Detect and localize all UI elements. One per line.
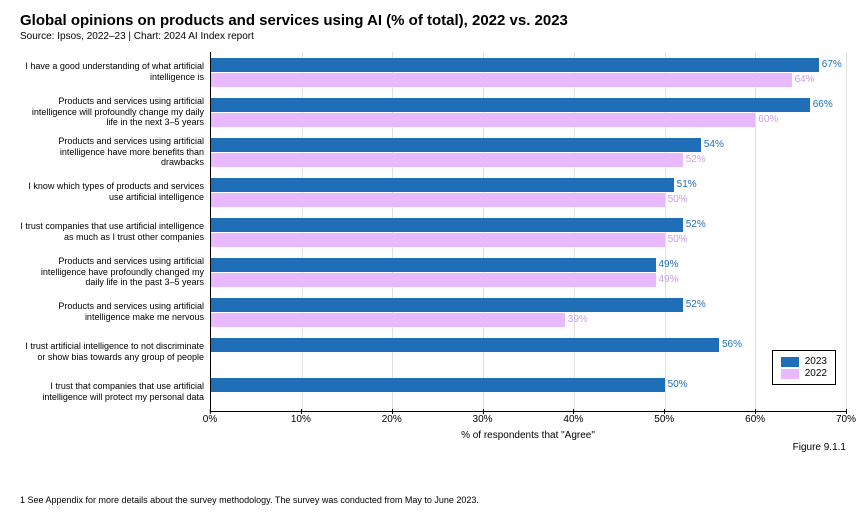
bar: 64% — [211, 73, 846, 87]
bar-fill — [211, 218, 683, 232]
category-label: I trust companies that use artificial in… — [20, 212, 210, 252]
bar-value-label: 50% — [668, 379, 688, 390]
x-tick: 50% — [654, 414, 674, 425]
chart-subtitle: Source: Ipsos, 2022–23 | Chart: 2024 AI … — [20, 31, 846, 42]
bar: 51% — [211, 178, 846, 192]
x-tick: 0% — [203, 414, 217, 425]
category-labels-column: I have a good understanding of what arti… — [20, 52, 210, 412]
x-axis-label: % of respondents that "Agree" — [210, 430, 846, 441]
category-label: I have a good understanding of what arti… — [20, 52, 210, 92]
bar-value-label: 50% — [668, 194, 688, 205]
bar-fill — [211, 113, 755, 127]
bar-fill — [211, 58, 819, 72]
bar-value-label: 56% — [722, 339, 742, 350]
bar-row: 54%52% — [211, 132, 846, 172]
bar: 49% — [211, 273, 846, 287]
bar-fill — [211, 178, 674, 192]
bar-value-label: 67% — [822, 59, 842, 70]
bar-fill — [211, 338, 719, 352]
bar: 54% — [211, 138, 846, 152]
bar: 67% — [211, 58, 846, 72]
legend-label: 2022 — [805, 368, 827, 379]
bar: 50% — [211, 233, 846, 247]
grid-line — [846, 52, 847, 411]
bar-row: 52% 39% — [211, 292, 846, 332]
bar-value-label: 49% — [659, 259, 679, 270]
bar-value-label: 60% — [758, 114, 778, 125]
bar-fill — [211, 153, 683, 167]
bar-fill — [211, 313, 565, 327]
bars-column: 67%64%66%60%54%52%51%50%52%50%49%49%52%3… — [210, 52, 846, 412]
bar-fill — [211, 258, 656, 272]
bar: 60% — [211, 113, 846, 127]
bar: 66% — [211, 98, 846, 112]
bar-value-label: 39% — [568, 314, 588, 325]
bar-fill — [211, 233, 665, 247]
category-label: Products and services using artificial i… — [20, 92, 210, 132]
category-label: I trust that companies that use artifici… — [20, 372, 210, 412]
x-tick: 70% — [836, 414, 856, 425]
legend-swatch — [781, 357, 799, 367]
bar-value-label: 50% — [668, 234, 688, 245]
bar-row: 51%50% — [211, 172, 846, 212]
legend: 20232022 — [772, 350, 836, 385]
bar-row: 56% — [211, 332, 846, 372]
bar: 52% — [211, 298, 846, 312]
bar-value-label: 54% — [704, 139, 724, 150]
legend-label: 2023 — [805, 356, 827, 367]
bar-fill — [211, 193, 665, 207]
bar-row: 66% 60% — [211, 92, 846, 132]
x-tick: 10% — [291, 414, 311, 425]
bar: 52% — [211, 218, 846, 232]
chart-title: Global opinions on products and services… — [20, 12, 846, 29]
bar-value-label: 64% — [795, 74, 815, 85]
category-label: I trust artificial intelligence to not d… — [20, 332, 210, 372]
bar-value-label: 49% — [659, 274, 679, 285]
category-label: Products and services using artificial i… — [20, 292, 210, 332]
category-label: I know which types of products and servi… — [20, 172, 210, 212]
x-tick: 30% — [473, 414, 493, 425]
bar: 56% — [211, 338, 846, 352]
bar: 50% — [211, 378, 846, 392]
bar-row: 52%50% — [211, 212, 846, 252]
bar-value-label: 51% — [677, 179, 697, 190]
bar-value-label: 52% — [686, 219, 706, 230]
bar: 39% — [211, 313, 846, 327]
bar-fill — [211, 73, 792, 87]
bar-row: 50% — [211, 372, 846, 412]
legend-swatch — [781, 369, 799, 379]
bar: 50% — [211, 193, 846, 207]
bar-fill — [211, 378, 665, 392]
bar-value-label: 66% — [813, 99, 833, 110]
bar-row: 49%49% — [211, 252, 846, 292]
bar: 52% — [211, 153, 846, 167]
x-tick: 60% — [745, 414, 765, 425]
bar-row: 67% 64% — [211, 52, 846, 92]
bar: 49% — [211, 258, 846, 272]
figure-label: Figure 9.1.1 — [793, 442, 846, 453]
category-label: Products and services using artificial i… — [20, 252, 210, 292]
legend-item: 2022 — [781, 368, 827, 379]
bar — [211, 353, 846, 367]
category-label: Products and services using artificial i… — [20, 132, 210, 172]
footnote: 1 See Appendix for more details about th… — [20, 495, 479, 505]
x-tick: 20% — [382, 414, 402, 425]
legend-item: 2023 — [781, 356, 827, 367]
bar-fill — [211, 138, 701, 152]
bar-fill — [211, 298, 683, 312]
bar-value-label: 52% — [686, 154, 706, 165]
chart-area: I have a good understanding of what arti… — [20, 52, 846, 452]
bar — [211, 393, 846, 407]
bar-value-label: 52% — [686, 299, 706, 310]
bar-fill — [211, 273, 656, 287]
bar-fill — [211, 98, 810, 112]
x-tick: 40% — [563, 414, 583, 425]
